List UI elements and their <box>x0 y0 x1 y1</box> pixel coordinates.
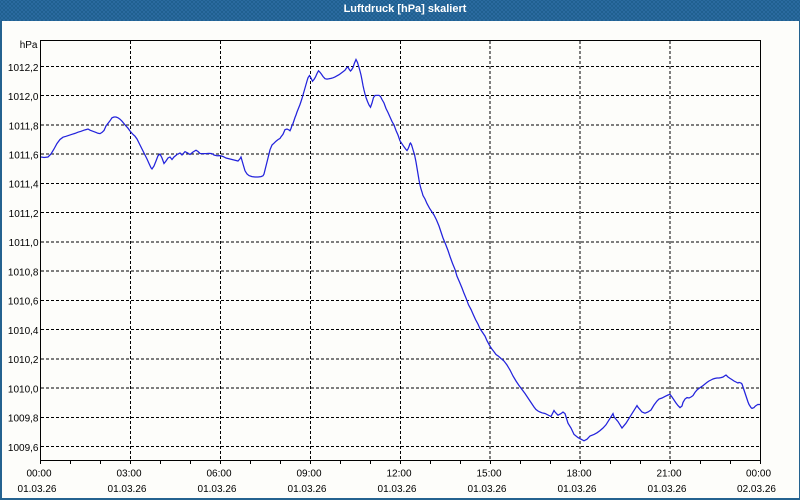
svg-text:01.03.26: 01.03.26 <box>648 484 687 495</box>
svg-text:01.03.26: 01.03.26 <box>378 484 417 495</box>
svg-text:18:00: 18:00 <box>566 469 591 480</box>
svg-text:03:00: 03:00 <box>116 469 141 480</box>
svg-text:15:00: 15:00 <box>476 469 501 480</box>
svg-text:1011,0: 1011,0 <box>9 238 39 249</box>
svg-text:1009,8: 1009,8 <box>8 414 39 425</box>
svg-text:01.03.26: 01.03.26 <box>18 484 57 495</box>
svg-text:1011,6: 1011,6 <box>9 151 39 162</box>
svg-text:00:00: 00:00 <box>26 469 51 480</box>
svg-text:1011,8: 1011,8 <box>9 121 39 132</box>
svg-text:01.03.26: 01.03.26 <box>288 484 327 495</box>
svg-text:02.03.26: 02.03.26 <box>737 484 776 495</box>
svg-text:01.03.26: 01.03.26 <box>108 484 147 495</box>
svg-text:12:00: 12:00 <box>386 469 411 480</box>
svg-text:1009,6: 1009,6 <box>8 443 39 454</box>
svg-text:1010,8: 1010,8 <box>8 267 39 278</box>
svg-text:1011,4: 1011,4 <box>9 180 39 191</box>
svg-text:01.03.26: 01.03.26 <box>558 484 597 495</box>
svg-text:00:00: 00:00 <box>746 469 771 480</box>
svg-text:01.03.26: 01.03.26 <box>198 484 237 495</box>
svg-text:21:00: 21:00 <box>656 469 681 480</box>
svg-text:1010,4: 1010,4 <box>8 326 39 337</box>
svg-text:01.03.26: 01.03.26 <box>468 484 507 495</box>
svg-text:1010,0: 1010,0 <box>8 384 39 395</box>
svg-text:1011,2: 1011,2 <box>9 209 39 220</box>
svg-text:hPa: hPa <box>20 40 38 51</box>
svg-text:06:00: 06:00 <box>206 469 231 480</box>
svg-text:1010,2: 1010,2 <box>8 355 39 366</box>
svg-text:1012,0: 1012,0 <box>8 92 39 103</box>
svg-text:1012,2: 1012,2 <box>8 63 39 74</box>
svg-text:09:00: 09:00 <box>296 469 321 480</box>
svg-text:1010,6: 1010,6 <box>8 297 39 308</box>
